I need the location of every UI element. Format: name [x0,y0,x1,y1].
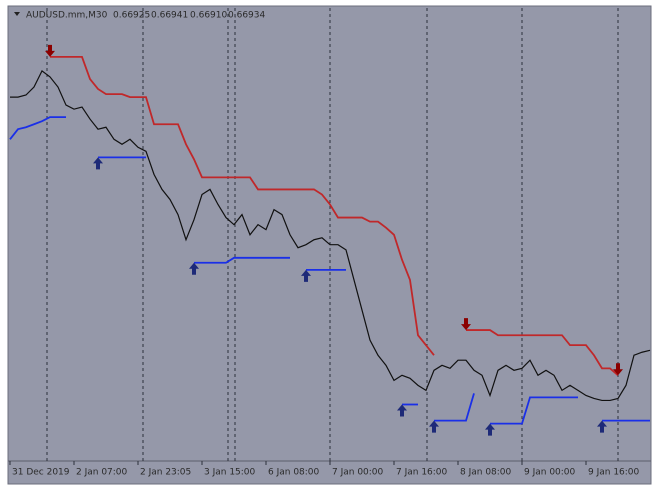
ohlc-low: 0.66910 [190,11,227,21]
series-line [9,116,66,140]
x-tick-label: 7 Jan 16:00 [396,468,448,478]
series-line [466,329,619,376]
series-line [194,256,290,264]
symbol-label: AUDUSD.mm,M30 [26,11,108,21]
ohlc-high: 0.66941 [151,11,188,21]
series-line [490,396,578,425]
buy-arrow [597,420,607,433]
series-line [50,55,435,356]
x-tick-label: 6 Jan 08:00 [268,468,320,478]
ohlc-close: 0.66934 [228,11,265,21]
buy-arrow [93,157,103,170]
x-tick-label: 9 Jan 16:00 [588,468,640,478]
sell-arrow [461,318,471,331]
series-line [10,69,651,402]
menu-triangle[interactable] [14,12,20,16]
ohlc-open: 0.66925 [113,11,150,21]
buy-arrow [397,404,407,417]
sell-arrow [45,44,55,57]
sell-arrow [613,363,623,376]
buy-arrow [485,423,495,436]
buy-arrow [189,262,199,275]
series-line [434,393,475,422]
buy-arrow [301,269,311,282]
x-tick-label: 2 Jan 23:05 [140,468,191,478]
x-tick-label: 9 Jan 00:00 [524,468,576,478]
x-tick-label: 3 Jan 15:00 [204,468,256,478]
x-tick-label: 7 Jan 00:00 [332,468,384,478]
buy-arrow [429,420,439,433]
x-tick-label: 8 Jan 08:00 [460,468,512,478]
x-tick-label: 2 Jan 07:00 [76,468,128,478]
x-tick-label: 31 Dec 2019 [12,468,70,478]
